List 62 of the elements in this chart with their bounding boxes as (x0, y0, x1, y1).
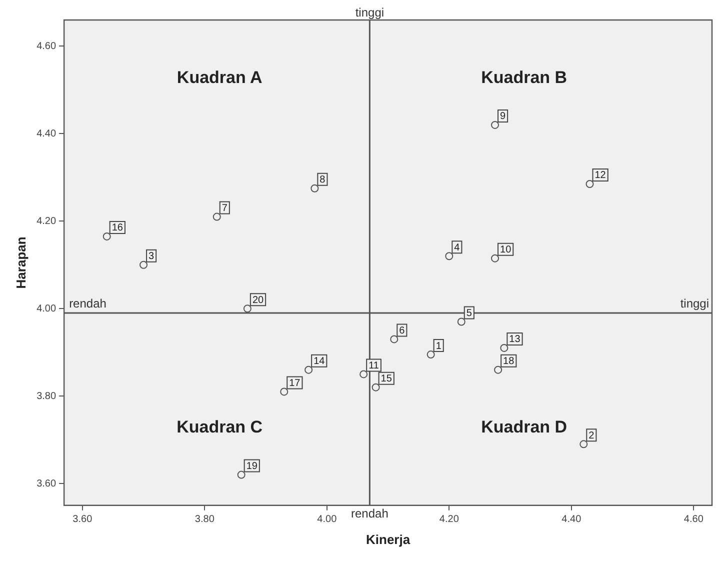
annotation: 5 (466, 308, 472, 319)
point (586, 180, 594, 188)
x-tick-label: 4.00 (317, 514, 338, 526)
point (212, 212, 221, 221)
annotation: 7 (222, 203, 228, 214)
point (491, 254, 499, 262)
x-tick-label: 4.40 (562, 514, 582, 526)
annotation: 9 (500, 111, 506, 122)
point (304, 366, 313, 374)
annotation: Kuadran B (481, 68, 568, 87)
x-tick-label: 3.60 (72, 514, 93, 526)
point (372, 383, 380, 392)
annotation: 19 (246, 461, 258, 472)
point (310, 184, 319, 192)
y-axis-title: Harapan (13, 236, 28, 289)
point (243, 304, 252, 313)
annotation: 17 (289, 378, 301, 389)
point (140, 260, 148, 269)
annotation: tinggi (680, 296, 709, 310)
annotation: 1 (436, 340, 442, 352)
annotation: 14 (314, 356, 326, 368)
x-tick-label: 4.20 (439, 514, 460, 526)
annotation: tinggi (355, 5, 384, 20)
annotation: 16 (112, 222, 124, 234)
point (494, 366, 502, 374)
annotation: 15 (380, 374, 392, 385)
point (280, 388, 288, 396)
annotation: 6 (399, 325, 406, 336)
annotation: 12 (594, 170, 606, 182)
point (445, 252, 454, 260)
annotation: 13 (509, 334, 521, 346)
y-tick-label: 4.60 (36, 40, 56, 52)
x-tick-label: 4.60 (684, 514, 704, 526)
y-tick-label: 4.20 (36, 216, 56, 227)
annotation: 10 (500, 244, 512, 256)
x-axis-title: Kinerja (366, 532, 411, 547)
point (360, 370, 368, 378)
y-tick-label: 3.80 (36, 390, 56, 402)
point (457, 318, 466, 326)
point (500, 344, 508, 352)
point (426, 350, 435, 359)
point (491, 120, 499, 129)
annotation: rendah (351, 506, 388, 521)
point (102, 232, 111, 240)
annotation: rendah (69, 296, 106, 310)
annotation: 18 (503, 356, 515, 368)
y-tick-label: 4.40 (36, 128, 56, 140)
annotation: Kuadran C (176, 417, 263, 436)
annotation: 8 (320, 174, 326, 186)
annotation: 2 (588, 430, 595, 442)
annotation: Kuadran D (481, 417, 568, 436)
annotation: 4 (454, 242, 460, 254)
x-tick-label: 3.80 (194, 514, 215, 526)
y-tick-label: 3.60 (36, 478, 56, 490)
annotation: 11 (368, 360, 380, 372)
annotation: 3 (148, 251, 155, 262)
annotation: Kuadran A (176, 68, 262, 87)
point (390, 335, 398, 344)
point (580, 440, 588, 448)
point (237, 470, 246, 479)
annotation: 20 (252, 294, 264, 306)
y-tick-label: 4.00 (36, 303, 56, 314)
